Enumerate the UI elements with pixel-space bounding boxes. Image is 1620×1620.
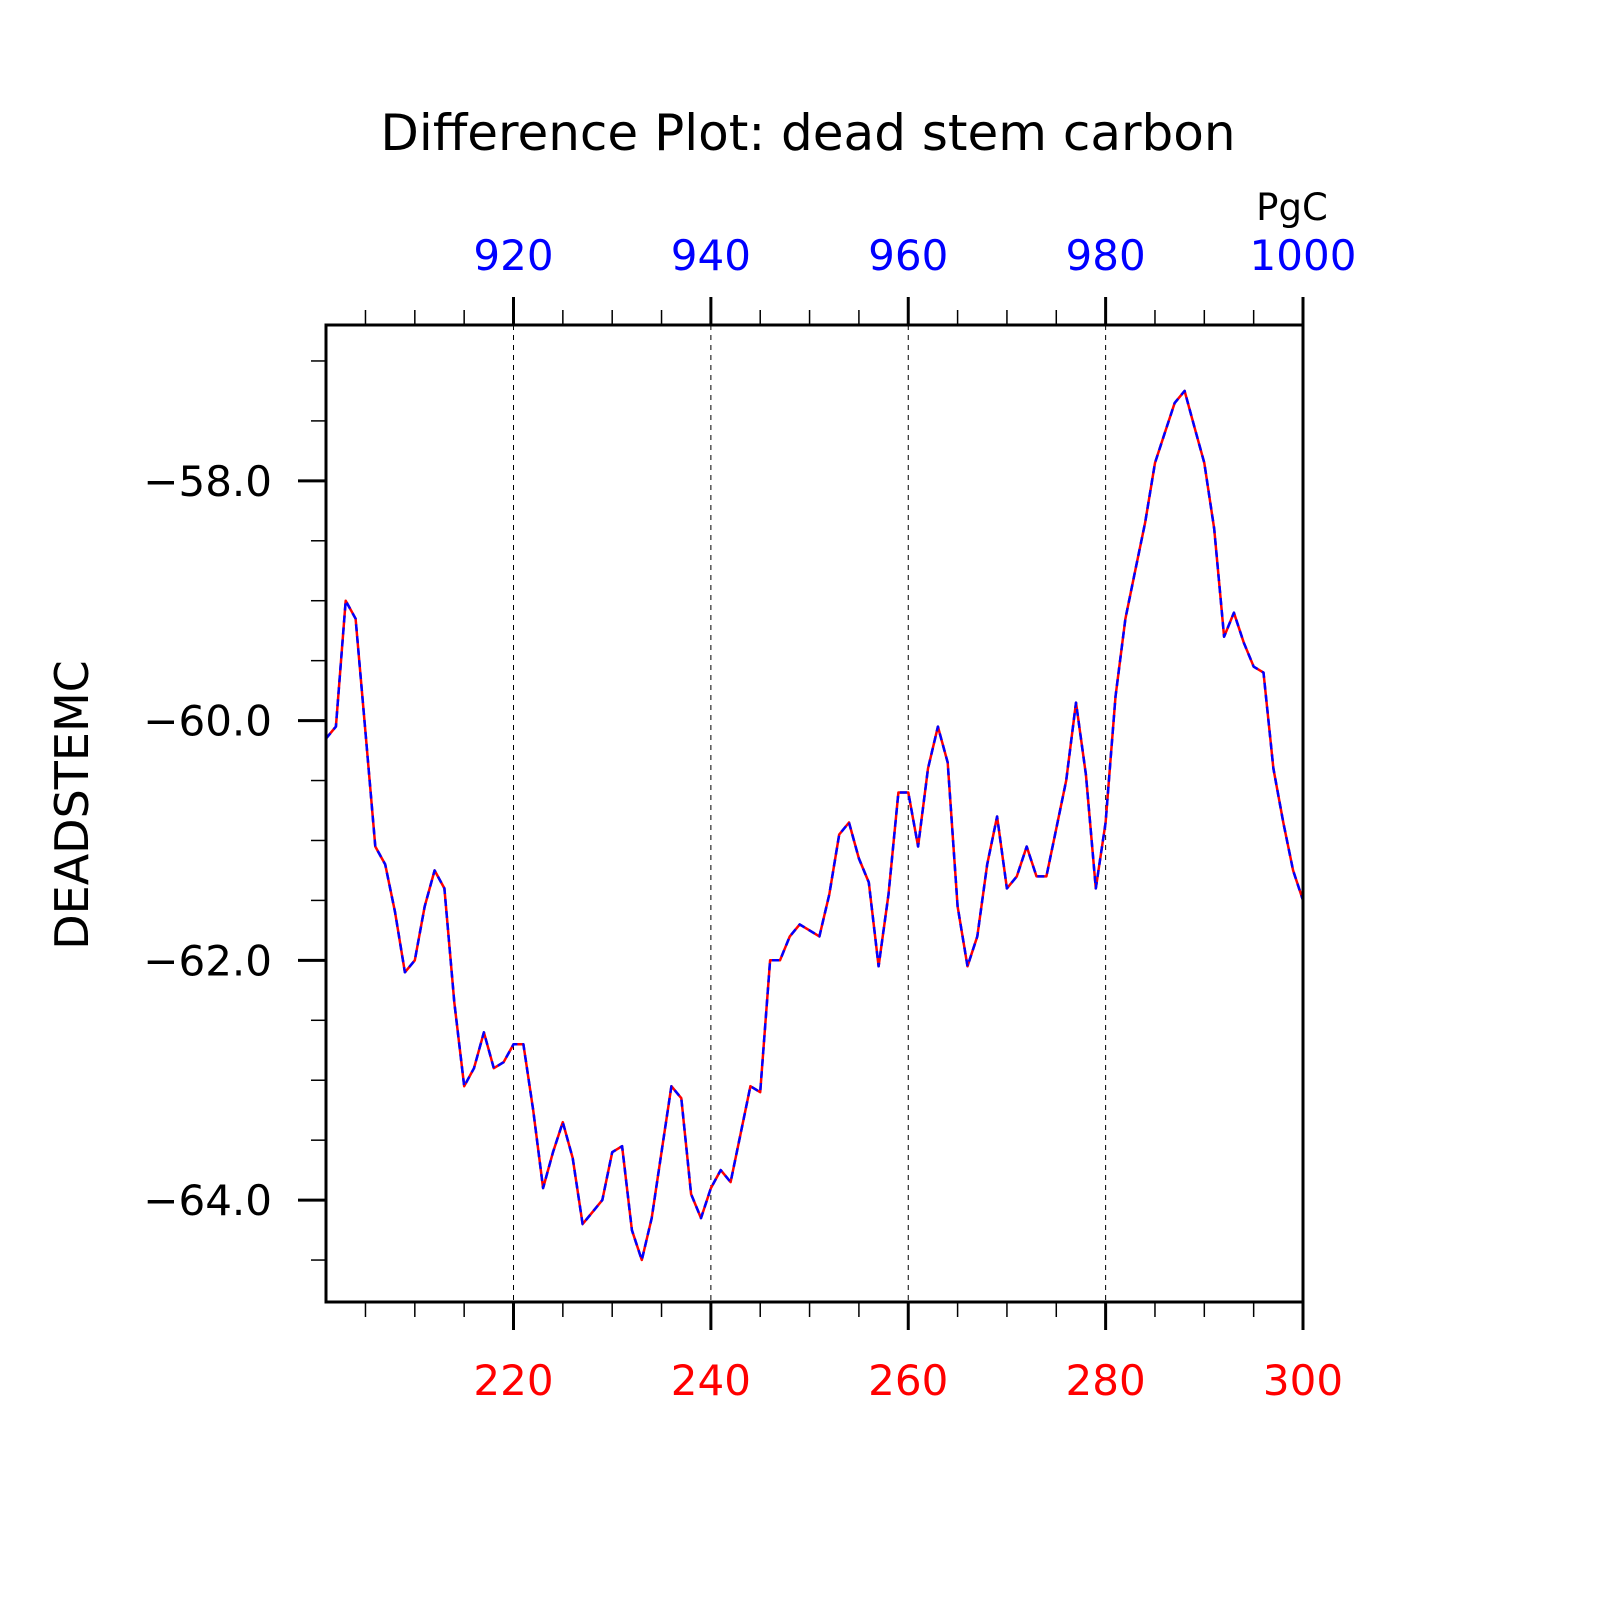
y-tick-label: −60.0 (143, 697, 272, 746)
gridlines (513, 325, 1107, 1302)
y-axis-label: DEADSTEMC (45, 660, 99, 950)
series-line-blue (325, 389, 1305, 1262)
y-tick-label: −64.0 (143, 1176, 272, 1225)
y-tick-label: −62.0 (143, 936, 272, 985)
plot-frame (324, 323, 1305, 1304)
top-tick-label: 920 (473, 231, 553, 280)
top-tick-label: 980 (1066, 231, 1146, 280)
top-tick-label: 1000 (1250, 231, 1357, 280)
y-tick-label: −58.0 (143, 457, 272, 506)
bottom-tick-label: 240 (671, 1356, 751, 1405)
bottom-tick-label: 220 (473, 1356, 553, 1405)
top-tick-label: 960 (868, 231, 948, 280)
units-label: PgC (1256, 186, 1328, 229)
bottom-tick-label: 280 (1066, 1356, 1146, 1405)
bottom-tick-label: 300 (1263, 1356, 1343, 1405)
axis-tick-labels: 220 240 260 280 300 920 940 960 980 1000 −58.0 −60.… (143, 231, 1356, 1405)
top-tick-label: 940 (671, 231, 751, 280)
series-line-red (325, 389, 1305, 1262)
bottom-tick-label: 260 (868, 1356, 948, 1405)
data-series (325, 389, 1305, 1262)
axis-ticks (298, 297, 1305, 1330)
chart-title: Difference Plot: dead stem carbon (380, 104, 1235, 162)
